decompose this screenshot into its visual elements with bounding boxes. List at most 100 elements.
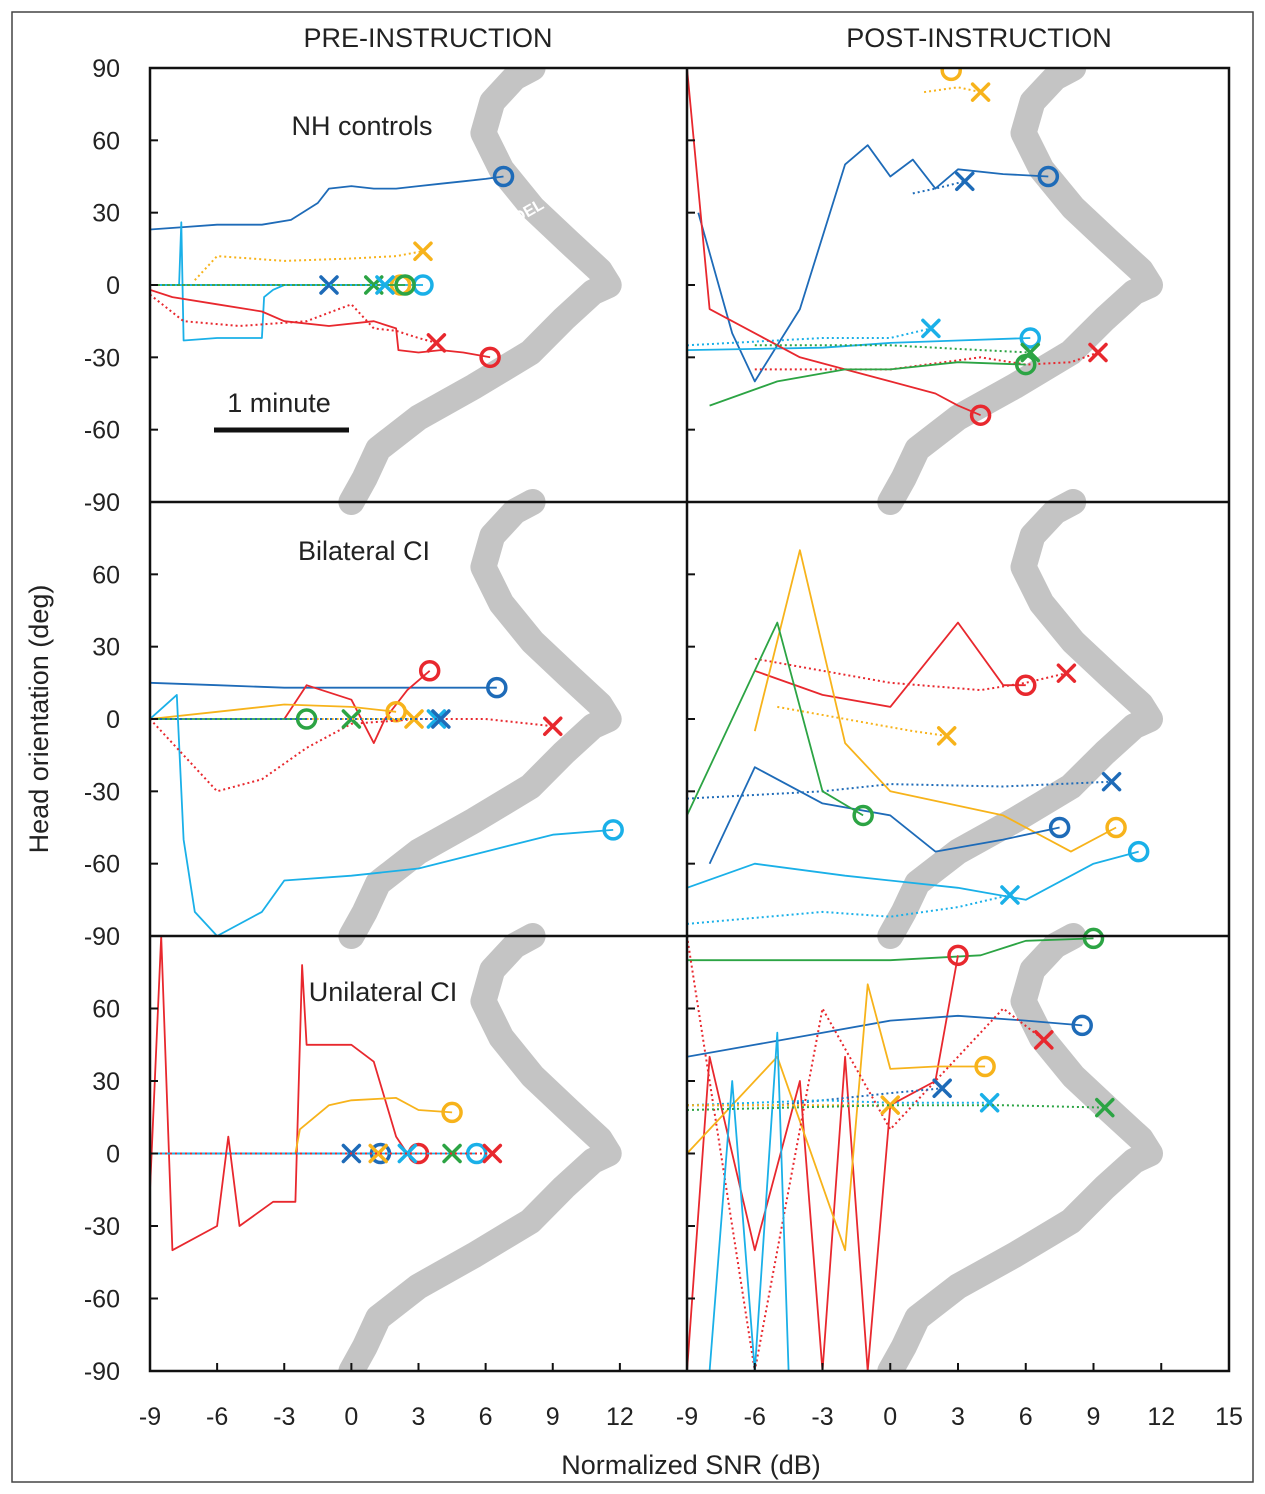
series-end-circle bbox=[441, 1101, 463, 1124]
series-end-x bbox=[1034, 1030, 1054, 1050]
series-end-x bbox=[1095, 1097, 1115, 1118]
y-tick-label: -30 bbox=[84, 778, 120, 806]
model-curve bbox=[877, 923, 1163, 1371]
series-line-red bbox=[150, 718, 553, 793]
series-end-circle bbox=[486, 676, 508, 699]
y-tick-label: 90 bbox=[92, 55, 120, 83]
series-line-orange bbox=[923, 86, 981, 94]
model-curve bbox=[338, 923, 622, 1371]
x-tick-label-pre: 6 bbox=[479, 1403, 493, 1431]
series-line-red bbox=[754, 657, 1067, 692]
series-line-red bbox=[150, 935, 419, 1252]
model-curves bbox=[338, 68, 1163, 1371]
tick-labels: 9060300-30-60-9060300-30-60-9060300-30-6… bbox=[84, 55, 1243, 1431]
x-tick-label-post: -3 bbox=[811, 1403, 833, 1431]
x-tick-label-post: 9 bbox=[1087, 1403, 1101, 1431]
x-tick-label-pre: -3 bbox=[273, 1403, 295, 1431]
panel-5 bbox=[150, 935, 503, 1252]
x-tick-label-post: 15 bbox=[1215, 1403, 1243, 1431]
column-title-post: POST-INSTRUCTION bbox=[846, 23, 1112, 53]
model-curve bbox=[877, 489, 1163, 949]
model-curve bbox=[877, 68, 1163, 515]
series-line-light-blue bbox=[708, 1031, 790, 1371]
y-tick-label: 0 bbox=[106, 1141, 120, 1169]
series-line-red bbox=[687, 955, 959, 1371]
series-line-orange bbox=[687, 983, 986, 1252]
y-tick-label: 60 bbox=[92, 561, 120, 589]
series-end-circle bbox=[1071, 1014, 1093, 1037]
series-end-circle bbox=[1105, 816, 1127, 839]
series-end-circle bbox=[1048, 816, 1071, 839]
series-end-circle bbox=[602, 819, 624, 841]
group-label-unilateral: Unilateral CI bbox=[309, 977, 458, 1007]
y-tick-label: 30 bbox=[92, 200, 120, 228]
series-end-x bbox=[1101, 771, 1122, 792]
series-end-circle bbox=[1127, 840, 1150, 863]
series-line-dark-blue bbox=[150, 175, 504, 231]
series-end-circle bbox=[1019, 327, 1042, 349]
x-tick-label-post: 6 bbox=[1019, 1403, 1033, 1431]
series-line-red bbox=[150, 293, 437, 344]
series-end-circle bbox=[492, 165, 515, 188]
x-axis-title: Normalized SNR (dB) bbox=[561, 1450, 821, 1480]
series-line-orange bbox=[194, 250, 424, 281]
y-tick-label: -30 bbox=[84, 344, 120, 372]
series-end-x bbox=[1088, 342, 1108, 363]
series-line-dark-blue bbox=[687, 1087, 943, 1107]
series-line-dark-blue bbox=[687, 1014, 1083, 1058]
x-tick-label-pre: 0 bbox=[344, 1403, 358, 1431]
y-tick-label: 0 bbox=[106, 272, 120, 300]
series-line-light-blue bbox=[687, 337, 1031, 351]
series-end-x bbox=[921, 318, 941, 339]
y-tick-label: 0 bbox=[106, 706, 120, 734]
series-end-x bbox=[880, 1095, 900, 1115]
y-tick-label: 30 bbox=[92, 634, 120, 662]
y-tick-label: -90 bbox=[84, 923, 120, 951]
series-end-circle bbox=[947, 944, 969, 967]
series-line-light-blue bbox=[687, 850, 1139, 901]
series-end-x bbox=[970, 82, 991, 102]
series-end-x bbox=[1020, 342, 1041, 363]
series-line-red bbox=[150, 288, 491, 359]
series-end-circle bbox=[1037, 165, 1060, 188]
x-tick-label-post: 3 bbox=[951, 1403, 965, 1431]
series-end-circle bbox=[969, 404, 992, 426]
series-end-x bbox=[442, 1143, 462, 1164]
group-label-nh: NH controls bbox=[291, 111, 432, 141]
scale-bar-label: 1 minute bbox=[227, 388, 331, 418]
x-tick-label-post: 12 bbox=[1147, 1403, 1175, 1431]
column-title-pre: PRE-INSTRUCTION bbox=[304, 23, 553, 53]
series-end-x bbox=[543, 716, 563, 736]
series-end-circle bbox=[1015, 674, 1037, 696]
group-label-bilateral: Bilateral CI bbox=[298, 536, 430, 566]
series-line-red bbox=[687, 68, 981, 417]
series-line-light-blue bbox=[150, 694, 614, 937]
model-curve bbox=[338, 489, 622, 949]
y-tick-label: -60 bbox=[84, 417, 120, 445]
series-end-x bbox=[375, 275, 395, 295]
series-end-circle bbox=[940, 68, 962, 82]
series-line-light-blue bbox=[687, 894, 1011, 925]
series-end-x bbox=[936, 726, 957, 746]
panel-3 bbox=[150, 660, 624, 937]
x-tick-label-pre: -6 bbox=[206, 1403, 228, 1431]
series-line-dark-blue bbox=[708, 766, 1060, 865]
series-line-red bbox=[283, 670, 431, 744]
y-tick-label: -60 bbox=[84, 1286, 120, 1314]
panel-6 bbox=[687, 927, 1115, 1371]
x-tick-label-pre: 12 bbox=[606, 1403, 634, 1431]
series-line-green bbox=[754, 344, 1031, 354]
series-line-orange bbox=[150, 703, 397, 720]
series-line-orange bbox=[753, 549, 1117, 853]
series-end-circle bbox=[394, 274, 416, 296]
series-end-x bbox=[368, 1143, 388, 1164]
series-end-x bbox=[955, 171, 975, 192]
series-end-circle bbox=[974, 1055, 996, 1078]
series-line-orange bbox=[777, 705, 947, 737]
series-end-x bbox=[431, 709, 451, 729]
y-tick-label: -90 bbox=[84, 1358, 120, 1386]
series-line-green bbox=[709, 361, 1026, 407]
series-end-x bbox=[413, 241, 433, 261]
axes-frame bbox=[148, 66, 1231, 1373]
